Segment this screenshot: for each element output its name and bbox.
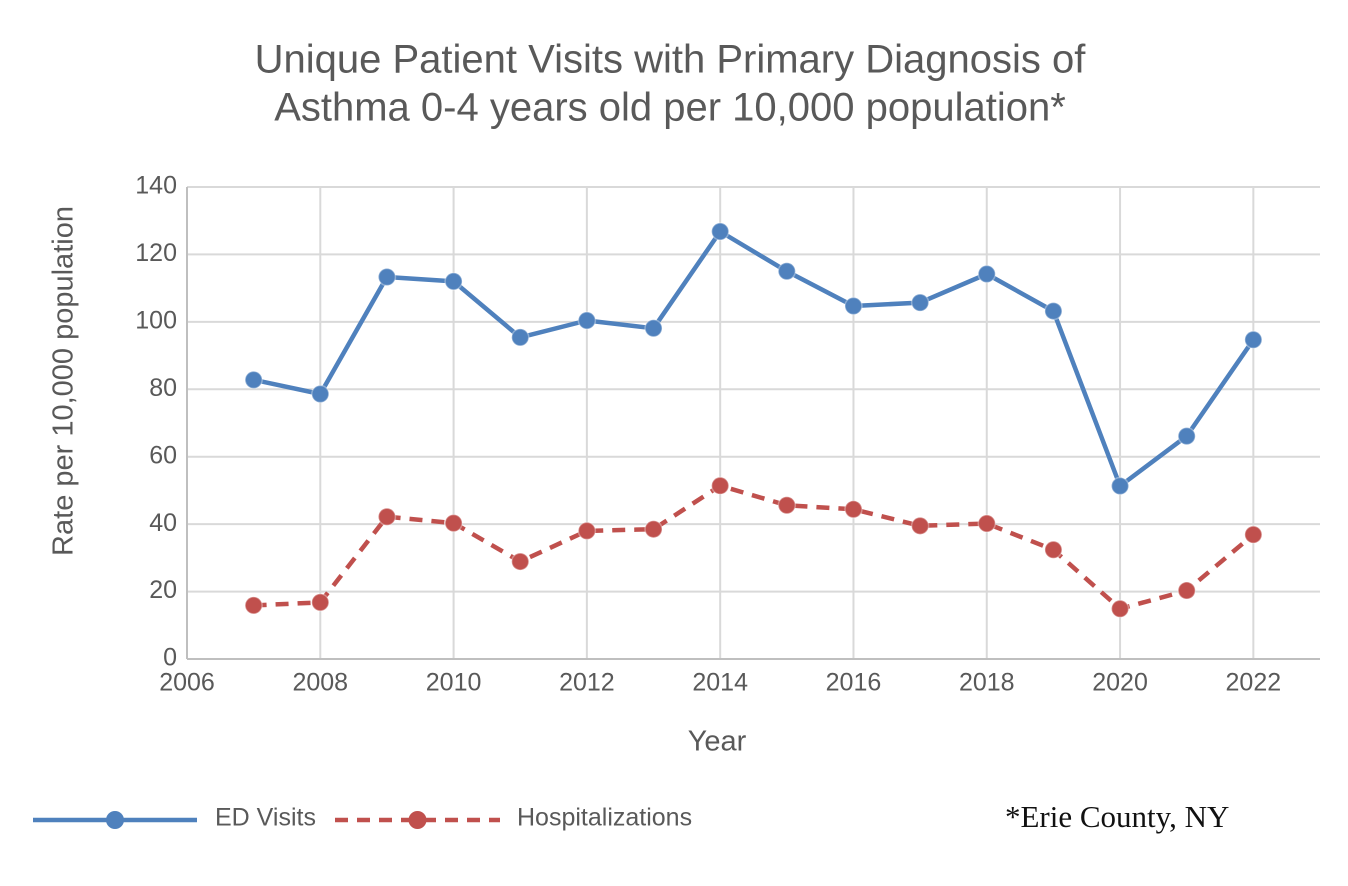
data-point — [710, 222, 730, 241]
data-point — [577, 311, 597, 330]
gridlines — [186, 186, 1320, 660]
legend-marker — [408, 811, 427, 829]
data-point — [244, 370, 263, 390]
data-point — [444, 513, 463, 533]
data-point — [1044, 540, 1063, 560]
y-tick-label: 0 — [163, 644, 177, 672]
tick-labels: 0 20 40 60 80 100 120 140 2006 2008 2010 2012 2014 20… — [135, 172, 1281, 697]
x-tick-label: 2012 — [559, 669, 615, 697]
data-point — [977, 264, 997, 284]
data-point — [1244, 330, 1263, 349]
data-point — [1177, 581, 1196, 600]
data-point — [1177, 426, 1196, 446]
y-tick-label: 40 — [149, 509, 177, 537]
data-point — [577, 521, 597, 541]
y-tick-label: 100 — [135, 306, 177, 334]
x-tick-label: 2020 — [1092, 669, 1148, 697]
legend-label: ED Visits — [215, 804, 316, 832]
data-point — [1244, 525, 1263, 544]
data-point — [710, 476, 730, 495]
data-point — [1044, 301, 1063, 321]
legend-item: Hospitalizations — [335, 804, 692, 832]
chart-title-line: Asthma 0-4 years old per 10,000 populati… — [274, 86, 1066, 130]
data-point — [844, 296, 863, 316]
legend: ED Visits Hospitalizations — [33, 804, 692, 832]
footnote: *Erie County, NY — [1005, 799, 1230, 834]
data-point — [444, 272, 463, 291]
series-line-ed-visits — [253, 229, 1256, 489]
legend-marker — [106, 811, 124, 829]
chart-title-line: Unique Patient Visits with Primary Diagn… — [255, 38, 1087, 82]
y-tick-label: 80 — [149, 374, 177, 402]
data-series — [244, 222, 1263, 619]
data-point — [244, 596, 263, 615]
data-point — [777, 262, 797, 281]
y-tick-label: 120 — [135, 239, 177, 267]
x-tick-label: 2008 — [292, 669, 348, 697]
axes — [186, 187, 1320, 660]
x-tick-label: 2014 — [692, 669, 748, 697]
y-axis-label: Rate per 10,000 population — [48, 206, 80, 556]
legend-label: Hospitalizations — [517, 804, 692, 832]
data-point — [1110, 476, 1130, 496]
data-point — [644, 319, 663, 338]
y-tick-label: 60 — [149, 441, 177, 469]
chart-title: Unique Patient Visits with Primary Diagn… — [255, 38, 1087, 130]
data-point — [377, 507, 397, 526]
series-line-hospitalizations — [253, 483, 1255, 612]
data-point — [1110, 599, 1130, 619]
data-point — [777, 496, 797, 515]
data-point — [510, 328, 530, 347]
data-point — [311, 593, 330, 612]
data-point — [910, 516, 930, 536]
data-point — [844, 500, 863, 519]
x-axis-label: Year — [688, 726, 747, 758]
data-point — [377, 267, 397, 287]
x-tick-label: 2022 — [1226, 669, 1282, 697]
x-tick-label: 2010 — [426, 669, 482, 697]
x-tick-label: 2006 — [159, 669, 215, 697]
y-tick-label: 140 — [135, 172, 177, 200]
data-point — [510, 552, 530, 571]
x-tick-label: 2016 — [826, 669, 882, 697]
data-point — [644, 519, 663, 539]
data-point — [311, 384, 330, 404]
data-point — [910, 293, 930, 312]
data-point — [977, 514, 997, 533]
y-tick-label: 20 — [149, 576, 177, 604]
legend-item: ED Visits — [33, 804, 316, 832]
x-tick-label: 2018 — [959, 669, 1015, 697]
